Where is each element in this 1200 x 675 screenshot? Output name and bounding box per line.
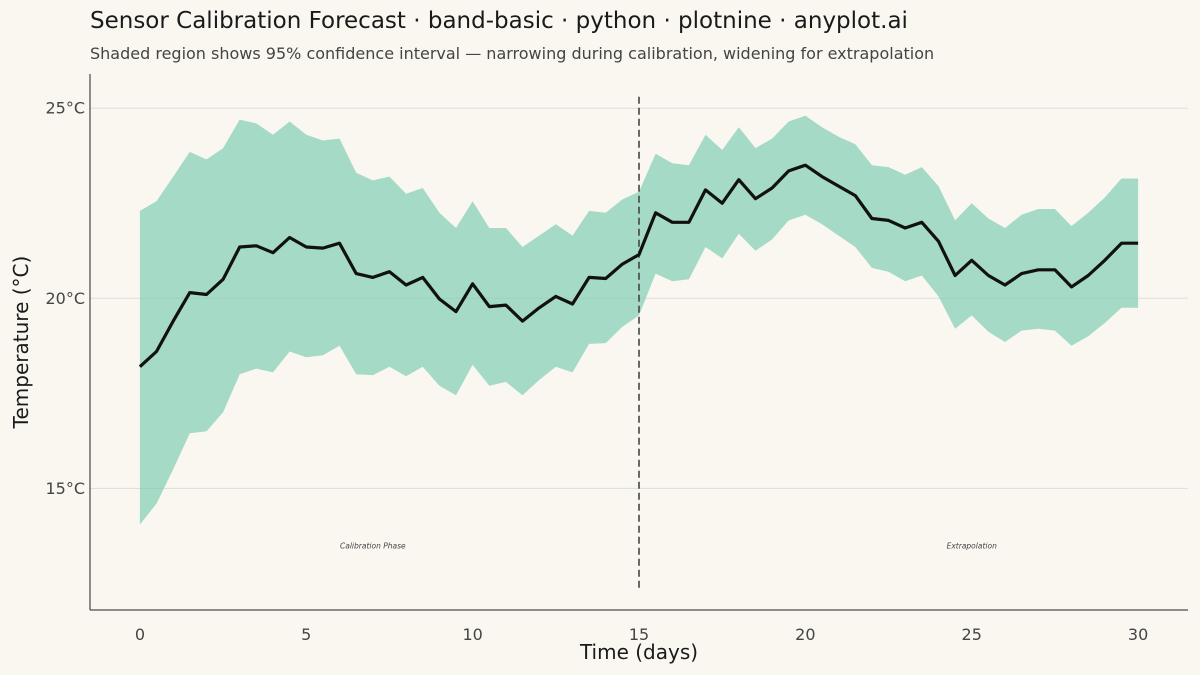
- forecast-line: [138, 163, 1139, 368]
- x-tick-label: 30: [1128, 625, 1148, 644]
- x-tick-label: 15: [629, 625, 649, 644]
- y-tick-label: 20°C: [45, 289, 85, 308]
- x-tick-label: 20: [795, 625, 815, 644]
- x-tick-label: 25: [962, 625, 982, 644]
- annotation-extrapolation: Extrapolation: [947, 541, 997, 550]
- x-tick-label: 0: [135, 625, 145, 644]
- y-tick-label: 25°C: [45, 99, 85, 118]
- x-tick-label: 10: [462, 625, 482, 644]
- x-tick-label: 5: [301, 625, 311, 644]
- chart-title: Sensor Calibration Forecast · band-basic…: [90, 8, 908, 34]
- x-axis-label: Time (days): [579, 640, 698, 664]
- y-tick-label: 15°C: [45, 479, 85, 498]
- y-axis-label: Temperature (°C): [9, 256, 33, 430]
- confidence-band: [139, 115, 1139, 525]
- annotation-calibration-phase: Calibration Phase: [340, 541, 406, 550]
- chart-subtitle: Shaded region shows 95% confidence inter…: [90, 44, 935, 63]
